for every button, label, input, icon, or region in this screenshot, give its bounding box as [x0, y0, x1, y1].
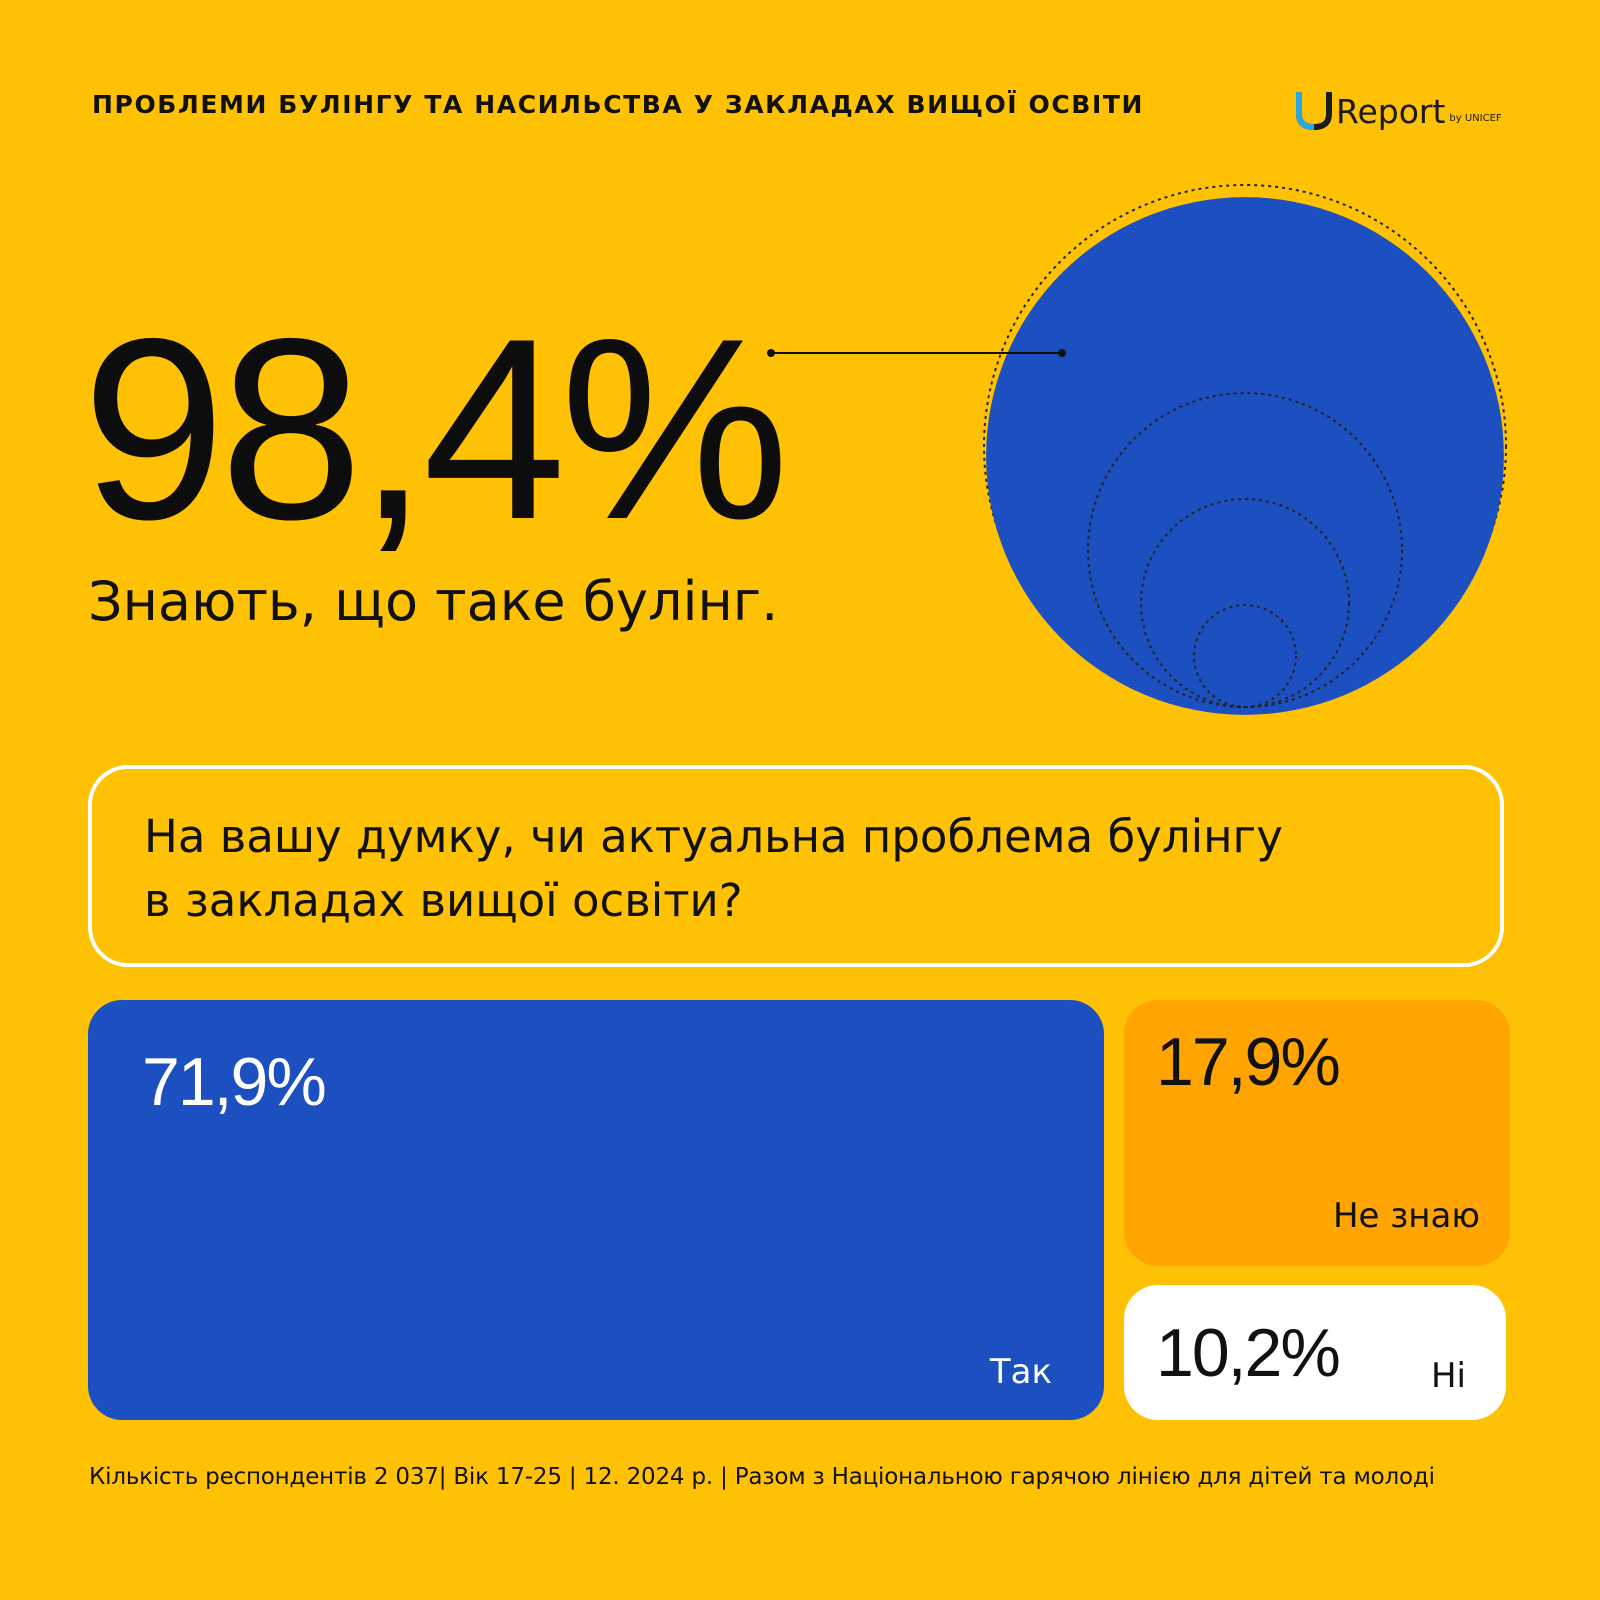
highlight-circle-chart — [767, 184, 1507, 715]
bar-no: 10,2% Ні — [1124, 1285, 1506, 1420]
survey-footnote: Кількість респондентів 2 037| Вік 17-25 … — [89, 1464, 1435, 1490]
bar-dont-know: 17,9% Не знаю — [1124, 1000, 1510, 1266]
logo-subtext: by UNICEF — [1449, 113, 1502, 124]
value-circle — [986, 197, 1504, 715]
page-title: ПРОБЛЕМИ БУЛІНГУ ТА НАСИЛЬСТВА У ЗАКЛАДА… — [92, 90, 1145, 119]
question-box: На вашу думку, чи актуальна проблема бул… — [88, 765, 1504, 967]
bar-dont-know-value: 17,9% — [1156, 1024, 1341, 1100]
highlight-percentage: 98,4% — [82, 284, 790, 573]
bar-no-value: 10,2% — [1156, 1315, 1341, 1391]
u-logo-icon — [1296, 92, 1332, 130]
question-text: На вашу думку, чи актуальна проблема бул… — [144, 805, 1444, 933]
question-line-1: На вашу думку, чи актуальна проблема бул… — [144, 810, 1283, 863]
bar-dont-know-label: Не знаю — [1332, 1196, 1480, 1236]
inner-circle-3 — [1193, 604, 1297, 708]
bar-yes: 71,9% Так — [88, 1000, 1104, 1420]
question-line-2: в закладах вищої освіти? — [144, 874, 743, 927]
ureport-logo: Report by UNICEF — [1296, 86, 1502, 130]
highlight-caption: Знають, що таке булінг. — [88, 570, 779, 633]
bar-yes-value: 71,9% — [142, 1044, 327, 1120]
bar-yes-label: Так — [989, 1352, 1052, 1392]
outer-reference-circle — [983, 184, 1507, 708]
logo-text: Report — [1336, 92, 1446, 131]
bar-no-label: Ні — [1430, 1356, 1466, 1396]
connector-dot-left — [767, 349, 775, 357]
connector-dot-right — [1058, 349, 1066, 357]
